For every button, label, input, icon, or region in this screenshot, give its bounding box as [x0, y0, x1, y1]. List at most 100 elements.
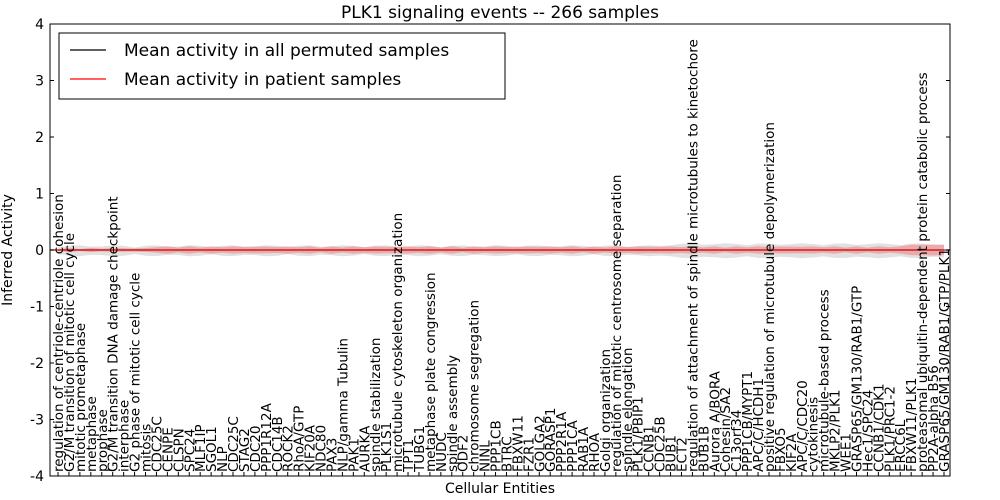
x-tick-label: MLF1IP [193, 424, 209, 472]
x-tick-label: CDC25C [226, 416, 242, 472]
x-tick-label: prophase [95, 409, 111, 472]
x-tick-label: SPC24 [182, 429, 198, 472]
x-tick-label: mitosis [139, 424, 155, 472]
x-tick-label: regulation of mitotic centrosome separat… [609, 175, 625, 472]
x-tick-label: C13orf34 [729, 410, 745, 472]
x-axis-label: Cellular Entities [445, 481, 555, 497]
x-tick-label: BTRC [499, 436, 515, 472]
x-tick-label: SGOL1 [204, 426, 220, 472]
x-tick-label: GRASP65/GM130/RAB1/GTP [849, 286, 865, 472]
x-tick-label: FBXW11/PLK1 [904, 378, 920, 472]
x-tick-label: PP2A-alpha B56 [926, 365, 942, 472]
x-tick-label: PPP1CB/MYPT1 [740, 371, 756, 472]
y-tick-label: -4 [30, 469, 44, 485]
x-tick-label: microtubule-based process [817, 289, 833, 472]
x-tick-label: TUBG1 [412, 426, 428, 473]
y-tick-label: -2 [30, 356, 44, 372]
x-tick-label: PAK1 [346, 438, 362, 472]
x-tick-label: WEE1 [839, 433, 855, 472]
x-tick-label: CCNB1/CDK1 [871, 383, 887, 472]
x-tick-label: BUB1B [696, 426, 712, 472]
y-tick-label: 0 [35, 243, 44, 259]
x-tick-label: G2/M transition of mitotic cell cycle [62, 233, 78, 472]
chart-title: PLK1 signaling events -- 266 samples [341, 3, 659, 23]
x-tick-label: RHOA [587, 432, 603, 472]
x-tick-label: spindle elongation [620, 348, 636, 472]
x-tick-label: AURKA [357, 425, 373, 472]
x-tick-label: metaphase [84, 396, 100, 472]
x-tick-label: PLK1/PBIP1 [631, 396, 647, 472]
x-tick-label: FBXW11 [510, 415, 526, 472]
x-tick-label: ERCC6L [893, 419, 909, 472]
x-tick-label: regulation of centriole-centriole cohesi… [51, 194, 67, 472]
x-tick-label: metaphase plate congression [423, 272, 439, 472]
x-tick-label: PPP1CA [565, 420, 581, 472]
x-tick-label: NUDC [434, 432, 450, 472]
x-tick-label: CDC25B [653, 416, 669, 472]
y-tick-label: 2 [35, 130, 44, 146]
x-tick-label: PLK1S1 [379, 422, 395, 472]
x-tick-label: RAB1A [576, 426, 592, 472]
x-tick-label: NLP/gamma Tubulin [335, 338, 351, 472]
x-tick-label: ROCK2 [281, 425, 297, 472]
x-tick-label: microtubule cytoskeleton organization [390, 213, 406, 472]
x-tick-label: PLK1/PRC1-2 [882, 386, 898, 472]
x-tick-label: FBXO5 [773, 427, 789, 472]
x-tick-label: GRASP65/GM130/RAB1/GTP/PLK1 [937, 248, 953, 472]
x-tick-label: RhoA/GTP [292, 406, 308, 472]
x-tick-label: PPP2R1A [554, 411, 570, 472]
x-tick-label: CENPE [160, 427, 176, 472]
x-tick-label: PPP1CB [489, 420, 505, 472]
x-tick-label: CDC25C [149, 416, 165, 472]
x-tick-label: regulation of attachment of spindle micr… [685, 39, 701, 472]
x-tick-label: NINL [478, 440, 494, 472]
x-tick-label: STAG2 [237, 428, 253, 472]
x-tick-label: CDC14B [270, 416, 286, 472]
x-tick-label: KIF20A [303, 424, 319, 472]
x-tick-label: interphase [117, 400, 133, 472]
y-tick-label: 4 [35, 17, 44, 33]
x-tick-label: TPT1 [401, 439, 417, 473]
y-tick-label: 1 [35, 187, 44, 203]
x-tick-label: NLP [215, 446, 231, 472]
x-axis-labels: regulation of centriole-centriole cohesi… [51, 39, 953, 476]
x-tick-label: mitotic prometaphase [73, 323, 89, 472]
x-tick-label: G2/M transition DNA damage checkpoint [106, 196, 122, 472]
x-tick-label: Golgi organization [598, 349, 614, 472]
x-tick-label: ODF2 [456, 435, 472, 472]
y-tick-label: 3 [35, 74, 44, 90]
x-tick-label: MKLP2/PLK1 [828, 390, 844, 472]
legend-label-patient: Mean activity in patient samples [124, 70, 401, 90]
x-tick-label: spindle stabilization [368, 338, 384, 472]
y-tick-label: -3 [30, 413, 44, 429]
x-tick-label: chromosome segregation [467, 300, 483, 472]
x-tick-label: GOLGA2 [532, 415, 548, 472]
y-tick-label: -1 [30, 300, 44, 316]
legend-box [58, 32, 506, 100]
x-tick-label: PPP1R12A [259, 402, 275, 472]
x-tick-label: Hec1/SPC24 [860, 390, 876, 472]
x-tick-label: Aurora A/BORA [707, 370, 723, 472]
x-tick-label: spindle assembly [445, 355, 461, 472]
x-tick-label: proteasomal ubiquitin-dependent protein … [915, 72, 931, 472]
x-tick-label: NDC80 [314, 425, 330, 472]
y-axis-label: Inferred Activity [0, 194, 16, 306]
x-tick-label: ECT2 [674, 437, 690, 472]
x-tick-label: cytokinesis [806, 397, 822, 472]
x-tick-label: PAX3 [324, 438, 340, 472]
x-tick-label: positive regulation of microtubule depol… [762, 122, 778, 472]
legend: Mean activity in all permuted samples Me… [58, 32, 506, 100]
x-tick-label: KIF2A [784, 433, 800, 472]
x-tick-label: CCNB1 [642, 425, 658, 472]
x-tick-label: FZR1 [521, 437, 537, 472]
x-tick-label: CLSPN [171, 428, 187, 472]
x-tick-label: APC/C/HCDH1 [751, 378, 767, 472]
x-tick-label: Cohesin/SA2 [718, 387, 734, 472]
legend-label-permuted: Mean activity in all permuted samples [124, 41, 449, 61]
x-tick-label: GORASP1 [543, 408, 559, 472]
x-tick-label: CDC20 [248, 426, 264, 472]
x-tick-label: G2 phase of mitotic cell cycle [128, 273, 144, 472]
x-tick-label: APC/C/CDC20 [795, 380, 811, 472]
activity-bands [58, 243, 944, 259]
